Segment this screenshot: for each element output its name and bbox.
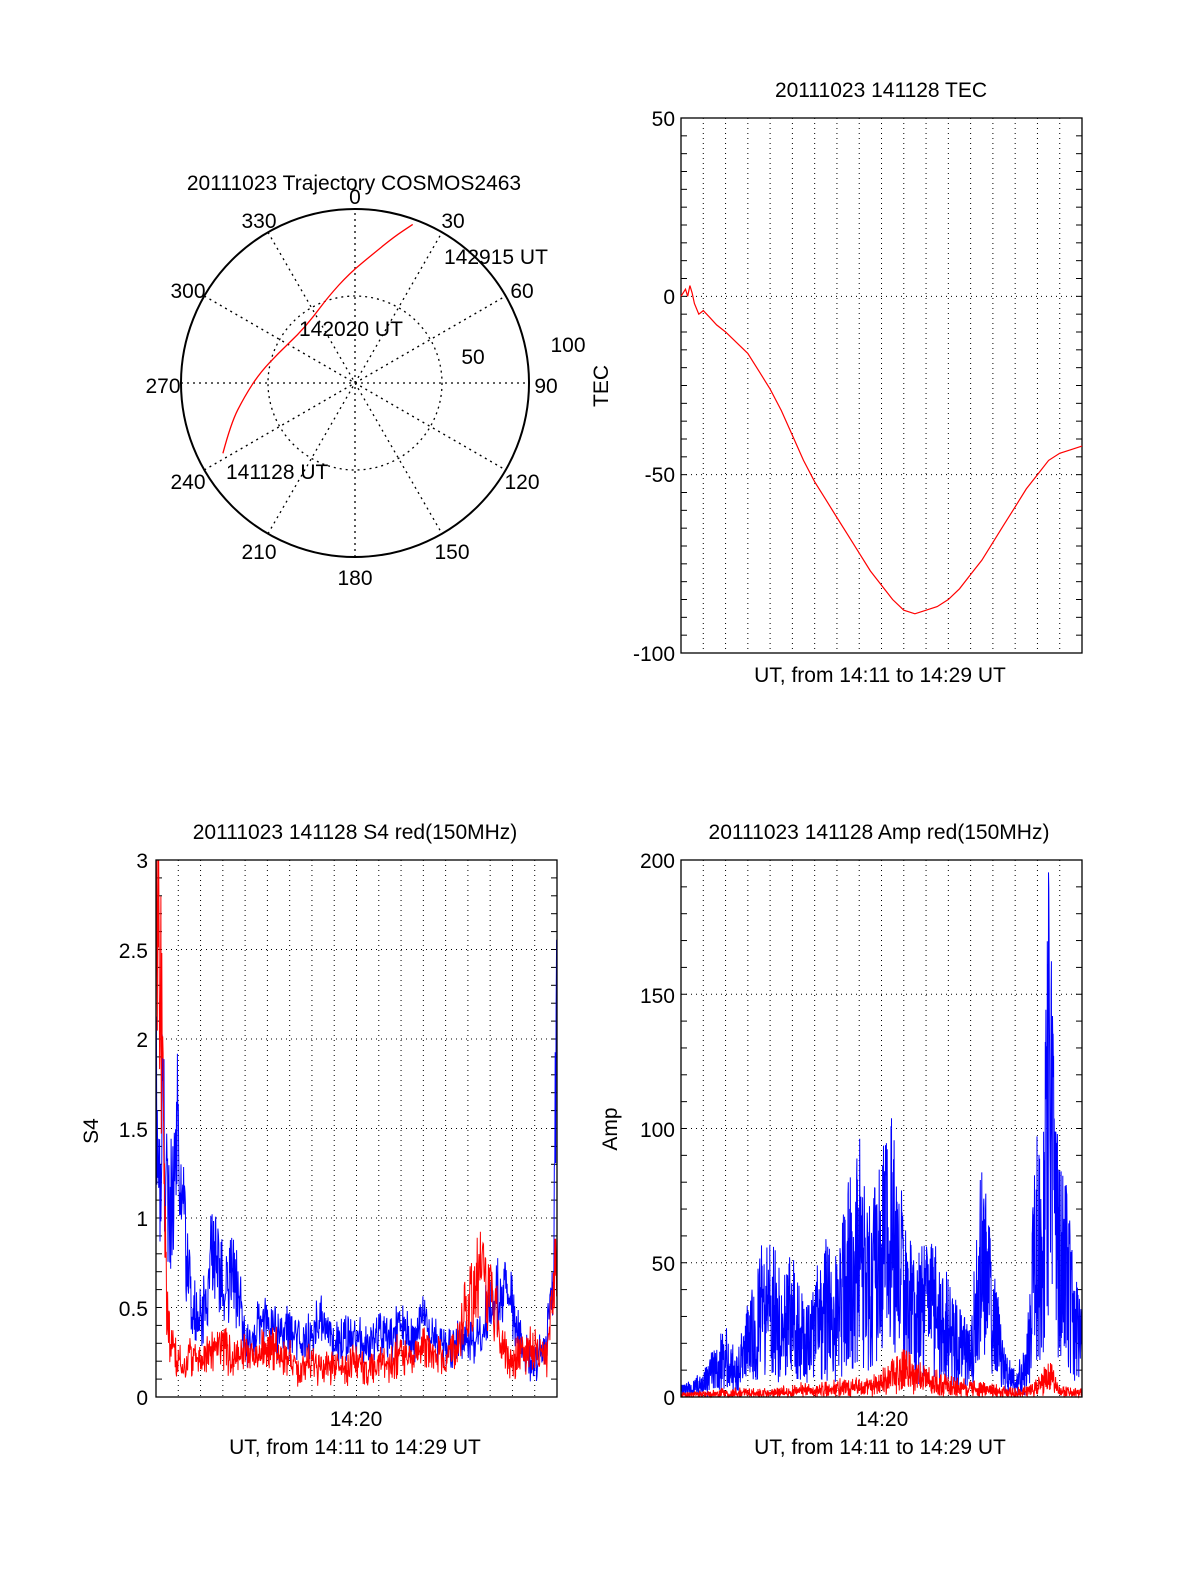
amp-panel: 20111023 141128 Amp red(150MHz) 200 150 …	[599, 821, 1083, 1459]
s4-ytick-2.5: 2.5	[119, 940, 148, 963]
amp-plot-frame	[680, 859, 1083, 1398]
s4-title: 20111023 141128 S4 red(150MHz)	[193, 821, 518, 844]
s4-ytick-3: 3	[136, 850, 148, 873]
s4-grid	[156, 860, 557, 1397]
amp-ytick-50: 50	[652, 1253, 675, 1276]
s4-plot-frame	[155, 859, 558, 1398]
az-label-180: 180	[337, 567, 372, 590]
az-label-150: 150	[434, 541, 469, 564]
az-label-90: 90	[534, 375, 557, 398]
polar-spokes	[181, 209, 529, 557]
tec-ytick-50: 50	[652, 108, 675, 131]
tec-xlabel: UT, from 14:11 to 14:29 UT	[754, 664, 1006, 687]
series-line-1	[680, 1349, 1083, 1399]
s4-xlabel: UT, from 14:11 to 14:29 UT	[229, 1436, 481, 1459]
series-line-0	[680, 285, 1083, 615]
s4-ylabel: S4	[80, 1118, 103, 1144]
polar-azimuth-labels: 0 30 60 90 120 150 180 210 240 270 300 3…	[145, 186, 557, 590]
amp-grid	[681, 860, 1082, 1397]
tec-plot-frame	[680, 117, 1083, 654]
tec-ytick--100: -100	[633, 643, 675, 666]
az-label-30: 30	[441, 210, 464, 233]
tec-ytick--50: -50	[645, 464, 675, 487]
amp-ytick-200: 200	[640, 850, 675, 873]
az-label-60: 60	[510, 280, 533, 303]
amp-ytick-150: 150	[640, 985, 675, 1008]
amp-ytick-0: 0	[663, 1387, 675, 1410]
s4-xtick-1420: 14:20	[330, 1408, 383, 1431]
az-label-240: 240	[170, 471, 205, 494]
s4-ytick-0: 0	[136, 1387, 148, 1410]
s4-panel: 20111023 141128 S4 red(150MHz) 3 2.5 2 1…	[80, 821, 558, 1459]
az-label-210: 210	[241, 541, 276, 564]
tec-grid	[681, 118, 1082, 653]
az-label-0: 0	[349, 186, 361, 209]
tec-series	[680, 285, 1083, 615]
amp-xtick-1420: 14:20	[856, 1408, 909, 1431]
tec-panel: 20111023 141128 TEC 50 0 -50 -100 TEC UT…	[590, 79, 1083, 687]
polar-title: 20111023 Trajectory COSMOS2463	[187, 172, 521, 195]
amp-ylabel: Amp	[599, 1107, 622, 1150]
polar-ring-50	[267, 295, 443, 471]
amp-minor-ticks	[681, 859, 1082, 1398]
elevation-label-50: 50	[461, 346, 484, 369]
polar-panel: 20111023 Trajectory COSMOS2463 0 30 60 9…	[145, 172, 585, 590]
polar-spoke-150	[267, 231, 443, 535]
az-label-300: 300	[170, 280, 205, 303]
az-label-120: 120	[504, 471, 539, 494]
s4-ytick-1: 1	[136, 1208, 148, 1231]
s4-ytick-1.5: 1.5	[119, 1119, 148, 1142]
az-label-270: 270	[145, 375, 180, 398]
amp-xlabel: UT, from 14:11 to 14:29 UT	[754, 1436, 1006, 1459]
s4-ytick-2: 2	[136, 1029, 148, 1052]
s4-ytick-0.5: 0.5	[119, 1298, 148, 1321]
trajectory-end-label: 142915 UT	[444, 246, 548, 269]
az-label-330: 330	[241, 210, 276, 233]
amp-ytick-100: 100	[640, 1119, 675, 1142]
trajectory-line	[222, 223, 414, 454]
tec-title: 20111023 141128 TEC	[775, 79, 987, 102]
amp-series	[680, 872, 1083, 1399]
amp-title: 20111023 141128 Amp red(150MHz)	[709, 821, 1050, 844]
tec-ytick-0: 0	[663, 286, 675, 309]
elevation-label-100: 100	[550, 334, 585, 357]
trajectory-mid-label: 142020 UT	[299, 318, 403, 341]
s4-series	[155, 859, 558, 1387]
tec-ylabel: TEC	[590, 365, 613, 407]
series-line-0	[680, 872, 1083, 1398]
series-line-1	[155, 859, 558, 1387]
trajectory-start-label: 141128 UT	[226, 461, 329, 484]
